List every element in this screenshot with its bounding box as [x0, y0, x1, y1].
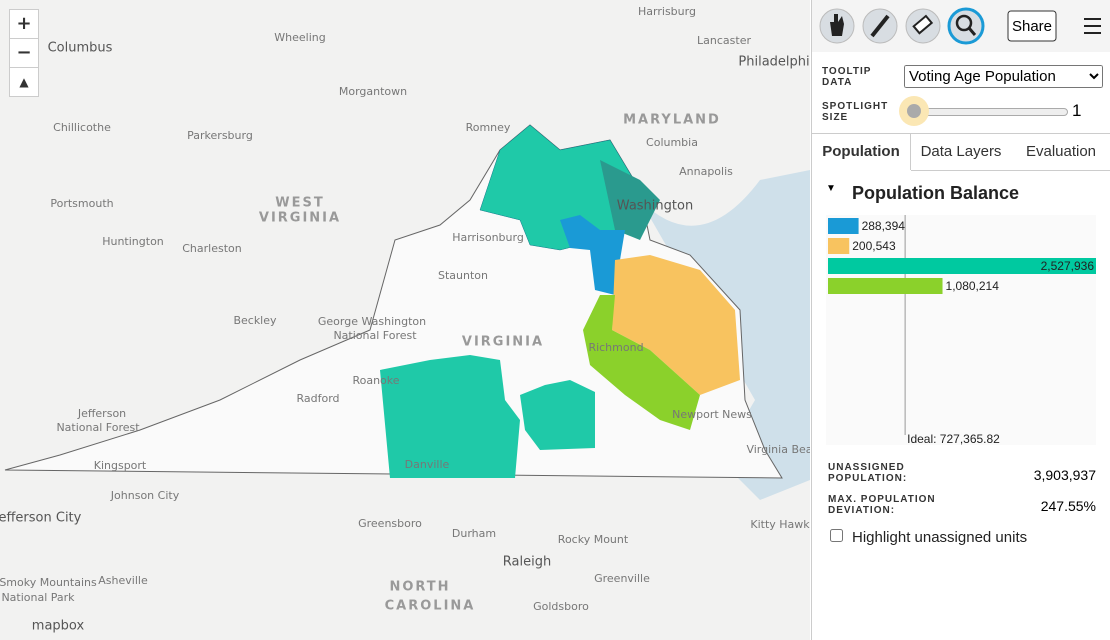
bar-label: 1,080,214: [946, 279, 1000, 293]
place-label: Staunton: [438, 269, 488, 282]
spotlight-value: 1: [1072, 101, 1082, 120]
place-label: Huntington: [102, 235, 164, 248]
place-label: CAROLINA: [385, 599, 476, 614]
place-label: Smoky Mountains: [0, 576, 97, 589]
toolbar: Share: [812, 0, 1110, 52]
place-label: VIRGINIA: [462, 335, 544, 350]
place-label: Virginia Beach: [746, 443, 810, 456]
tooltip-label: TOOLTIP DATA: [822, 66, 872, 88]
place-label: Philadelphia: [738, 55, 810, 70]
place-label: Rocky Mount: [558, 533, 629, 546]
place-label: Greensboro: [358, 517, 422, 530]
sidebar: Share TOOLTIP DATA Voting Age Population…: [811, 0, 1110, 640]
stat-value: 247.55%: [1040, 498, 1096, 514]
place-label: Jefferson: [77, 407, 126, 420]
place-label: WEST: [275, 196, 324, 211]
map-labels: Harrisburg Lancaster Philadelphia Columb…: [0, 5, 810, 634]
place-label: Greenville: [594, 572, 650, 585]
bar: [828, 218, 859, 234]
place-label: Richmond: [588, 341, 643, 354]
place-label: Columbus: [48, 41, 113, 56]
tab[interactable]: Evaluation: [1011, 134, 1110, 171]
population-chart: 288,394 200,543 2,527,936 1,080,214 Ideal: 7…: [826, 215, 1096, 446]
stat-label: MAX. POPULATION DEVIATION:: [828, 494, 936, 516]
highlight-label[interactable]: Highlight unassigned units: [852, 529, 1028, 546]
bar: [828, 258, 1096, 274]
spotlight-slider[interactable]: [908, 108, 1068, 116]
place-label: Radford: [296, 392, 339, 405]
place-label: Parkersburg: [187, 129, 253, 142]
bar-label: 200,543: [852, 239, 896, 253]
bar: [828, 238, 850, 254]
place-label: Morgantown: [339, 85, 407, 98]
ideal-label: Ideal: 727,365.82: [907, 432, 1000, 446]
place-label: Charleston: [182, 242, 242, 255]
section-title: Population Balance: [852, 183, 1020, 203]
place-label: Lancaster: [697, 34, 751, 47]
place-label: Newport News: [672, 408, 752, 421]
stat-value: 3,903,937: [1033, 467, 1096, 483]
place-label: Kingsport: [94, 459, 147, 472]
tab[interactable]: Data Layers: [911, 134, 1011, 171]
zoom-in[interactable]: +: [9, 9, 39, 39]
place-label: VIRGINIA: [259, 211, 341, 226]
place-label: Roanoke: [352, 374, 399, 387]
place-label: National Forest: [333, 329, 417, 342]
bar-label: 2,527,936: [1041, 259, 1095, 273]
place-label: MARYLAND: [623, 113, 721, 128]
share-button[interactable]: [1007, 10, 1057, 42]
place-label: Portsmouth: [50, 197, 113, 210]
place-label: Chillicothe: [53, 121, 111, 134]
place-label: National Park: [1, 591, 75, 604]
place-label: Johnson City: [110, 489, 180, 502]
inspect-tool[interactable]: [947, 7, 985, 45]
place-label: Raleigh: [503, 555, 551, 570]
collapse-arrow[interactable]: ▼: [826, 183, 836, 194]
place-label: Columbia: [646, 136, 698, 149]
place-label: Romney: [466, 121, 511, 134]
place-label: Asheville: [98, 574, 148, 587]
map: Harrisburg Lancaster Philadelphia Columb…: [0, 0, 810, 640]
mapbox-logo: mapbox: [32, 619, 85, 634]
place-label: Jefferson City: [0, 511, 82, 526]
spotlight-label: SPOTLIGHT SIZE: [822, 101, 889, 123]
place-label: Beckley: [233, 314, 277, 327]
place-label: Harrisonburg: [452, 231, 524, 244]
tab[interactable]: Population: [812, 134, 911, 170]
slider-thumb[interactable]: [907, 104, 921, 118]
place-label: Danville: [405, 458, 450, 471]
place-label: National Forest: [56, 421, 140, 434]
place-label: Wheeling: [274, 31, 325, 44]
place-label: Washington: [617, 199, 693, 214]
compass[interactable]: ▲: [9, 67, 39, 97]
bar-label: 288,394: [862, 219, 906, 233]
menu-button[interactable]: [1084, 18, 1101, 34]
share-text: Share: [1012, 18, 1052, 35]
place-label: Kitty Hawk: [750, 518, 810, 531]
place-label: Harrisburg: [638, 5, 696, 18]
place-label: NORTH: [389, 580, 450, 595]
place-label: Goldsboro: [533, 600, 589, 613]
stat-label: UNASSIGNED POPULATION:: [828, 462, 908, 484]
tooltip-select[interactable]: Voting Age Population: [904, 65, 1103, 88]
place-label: Annapolis: [679, 165, 733, 178]
bar: [828, 278, 943, 294]
place-label: George Washington: [318, 315, 426, 328]
place-label: Durham: [452, 527, 496, 540]
zoom-out[interactable]: −: [9, 38, 39, 68]
highlight-checkbox[interactable]: [830, 529, 843, 542]
